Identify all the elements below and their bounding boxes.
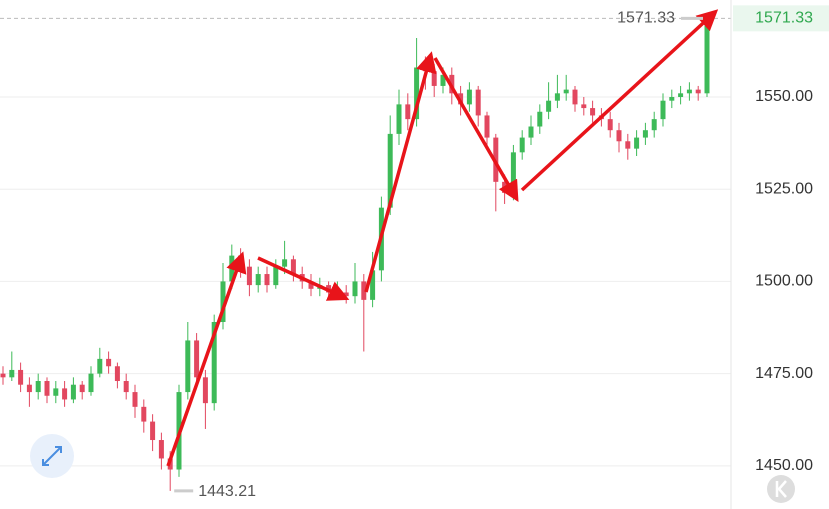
candle-body	[158, 440, 164, 459]
candle-body	[62, 388, 68, 400]
candle-body	[695, 89, 701, 94]
candle-body	[466, 89, 472, 105]
candle-body	[35, 381, 41, 393]
candle-body	[431, 71, 437, 86]
candle-body	[273, 266, 279, 286]
candle-body	[141, 406, 147, 422]
candle-body	[528, 126, 534, 138]
candle-body	[26, 384, 32, 393]
candle-body	[546, 100, 552, 112]
last-price-note: 1571.33	[617, 10, 675, 27]
candle-body	[704, 18, 710, 94]
candle-body	[660, 100, 666, 120]
candle-body	[440, 74, 446, 86]
y-tick-label: 1550.00	[755, 88, 813, 105]
candle-body	[343, 292, 349, 297]
candle-body	[651, 119, 657, 131]
candle-body	[414, 67, 420, 120]
y-tick-label: 1500.00	[755, 273, 813, 290]
grid	[0, 17, 731, 467]
candle-body	[255, 274, 261, 286]
candle-body	[202, 377, 208, 404]
trend-arrows	[166, 9, 719, 467]
candle-body	[185, 340, 191, 393]
candle-body	[537, 111, 543, 127]
candle-body	[70, 384, 76, 400]
y-tick-label: 1450.00	[755, 457, 813, 474]
candle-body	[79, 384, 85, 393]
candle-body	[290, 259, 296, 275]
candle-body	[88, 373, 94, 393]
candle-body	[220, 281, 226, 322]
candle-body	[150, 421, 156, 441]
candle-body	[678, 93, 684, 98]
candle-body	[616, 130, 622, 142]
candle-body	[132, 392, 138, 407]
candles	[0, 15, 710, 491]
candle-body	[642, 130, 648, 138]
candle-body	[475, 89, 481, 116]
labels: 1450.00 1475.00 1500.00 1525.00 1550.00 1571.…	[174, 5, 829, 500]
arrow	[166, 251, 247, 467]
candle-body	[246, 266, 252, 286]
candle-body	[669, 97, 675, 101]
candle-body	[282, 259, 288, 267]
candle-body	[264, 274, 270, 286]
candle-body	[510, 152, 516, 193]
candle-body	[361, 281, 367, 300]
last-price-tag	[733, 5, 829, 32]
candle-body	[308, 281, 314, 289]
candle-body	[625, 141, 631, 149]
candle-body	[97, 358, 103, 374]
candle-body	[572, 89, 578, 105]
candle-body	[211, 321, 217, 404]
candle-body	[607, 119, 613, 131]
candle-body	[563, 89, 569, 94]
back-button[interactable]	[767, 475, 795, 503]
candle-body	[634, 137, 640, 149]
candle-body	[9, 369, 15, 378]
candle-body	[106, 358, 112, 367]
candle-body	[396, 104, 402, 134]
expand-button[interactable]	[30, 434, 74, 478]
candle-body	[484, 115, 490, 138]
last-price-label: 1571.33	[755, 10, 813, 27]
candle-body	[405, 104, 411, 120]
arrow	[520, 9, 719, 192]
candle-body	[114, 366, 120, 382]
candle-body	[123, 381, 129, 393]
candle-body	[686, 89, 692, 94]
candle-body	[590, 108, 596, 116]
arrow	[257, 256, 350, 301]
y-tick-label: 1525.00	[755, 180, 813, 197]
candle-body	[194, 340, 200, 378]
y-tick-label: 1475.00	[755, 365, 813, 382]
arrow	[364, 51, 437, 293]
candle-body	[519, 137, 525, 153]
low-price-label: 1443.21	[198, 483, 256, 500]
arrow	[433, 57, 519, 203]
candle-body	[0, 373, 6, 378]
candle-body	[387, 133, 393, 208]
candle-body	[352, 281, 358, 297]
candle-body	[18, 369, 24, 385]
candle-body	[581, 104, 587, 109]
candle-body	[554, 93, 560, 101]
candle-body	[44, 381, 50, 396]
candle-body	[370, 270, 376, 300]
candle-body	[53, 388, 59, 396]
